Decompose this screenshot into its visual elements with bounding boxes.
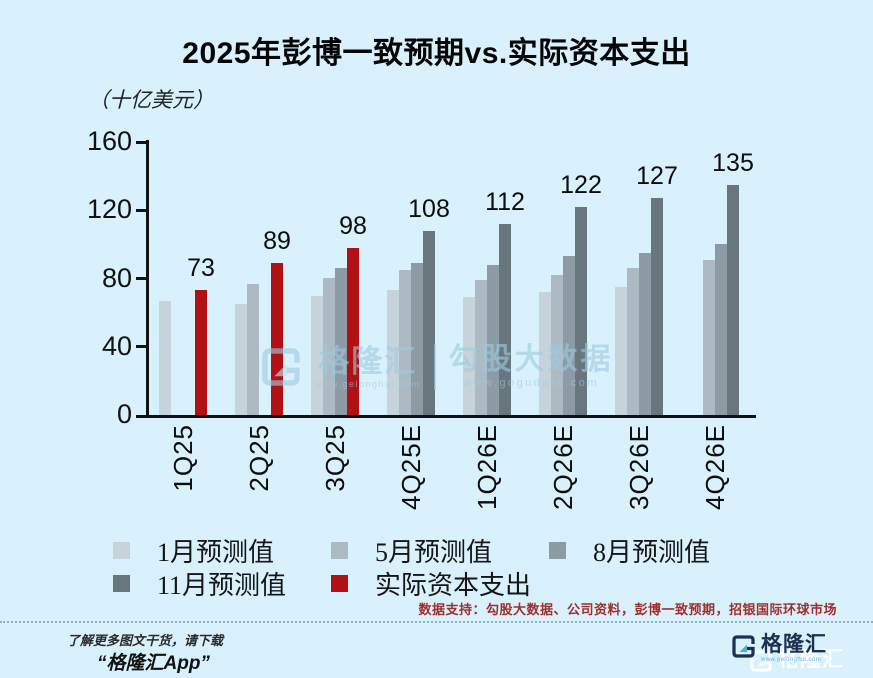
bar-1Q26E-3 (499, 224, 511, 415)
bar-value-label: 89 (263, 227, 291, 255)
brand-url: www.gelonghui.com (761, 657, 822, 663)
bar-3Q26E-2 (639, 253, 651, 415)
legend-label: 5月预测值 (375, 538, 493, 567)
bar-value-label: 108 (408, 195, 450, 223)
y-axis-label: 80 (101, 262, 132, 293)
footer-brand-logo: 格隆汇 格隆汇 www.gelonghui.com (731, 634, 861, 676)
x-axis-label: 4Q26E (700, 424, 730, 510)
y-axis-tick (136, 140, 147, 144)
gelonghui-logo-icon (750, 650, 772, 672)
y-axis-line (146, 140, 149, 418)
bar-1Q25-3 (195, 290, 207, 415)
bar-4Q26E-3 (727, 185, 739, 415)
y-axis-label: 160 (86, 126, 132, 156)
x-axis-label: 2Q26E (548, 424, 578, 510)
data-source-note: 数据支持：勾股大数据、公司资料，彭博一致预期，招银国际环球市场 (418, 602, 837, 617)
legend-label: 8月预测值 (593, 538, 711, 567)
brand-name: 格隆汇 (761, 633, 827, 656)
x-axis-label: 4Q25E (396, 424, 426, 510)
legend-item-3: 11月预测值 (113, 565, 331, 602)
bar-3Q25-2 (335, 268, 347, 415)
bar-value-label: 127 (636, 162, 678, 190)
bar-3Q26E-0 (615, 287, 627, 415)
bar-2Q25-1 (247, 284, 259, 415)
bar-value-label: 122 (560, 171, 602, 199)
x-axis-label: 1Q26E (472, 424, 502, 510)
bar-2Q26E-2 (563, 256, 575, 415)
bar-4Q25E-3 (423, 231, 435, 415)
y-axis-tick (136, 345, 147, 349)
bar-2Q26E-1 (551, 275, 563, 415)
y-axis-tick (136, 277, 147, 280)
x-axis-labels: 1Q25 2Q25 3Q25 4Q25E 1Q26E 2Q26E 3Q26E 4Q26E (149, 424, 755, 516)
bar-1Q26E-0 (463, 297, 475, 415)
bar-3Q26E-3 (651, 198, 663, 415)
y-axis-label: 0 (116, 399, 132, 429)
x-axis-label: 3Q25 (320, 424, 350, 492)
bar-2Q26E-3 (575, 207, 587, 415)
x-axis-label: 2Q25 (244, 424, 274, 492)
bar-2Q25-3 (271, 263, 283, 415)
bar-2Q26E-0 (539, 292, 551, 415)
bar-2Q25-0 (235, 304, 247, 415)
chart-legend: 1月预测值 5月预测值 8月预测值 11月预测值 实际资本支出 (113, 534, 793, 600)
legend-row: 11月预测值 实际资本支出 (113, 567, 793, 600)
footer-logo-main: 格隆汇 www.gelonghui.com (731, 634, 827, 663)
legend-item-0: 1月预测值 (113, 532, 331, 569)
legend-item-2: 8月预测值 (549, 532, 710, 569)
y-axis-unit-label: （十亿美元） (88, 88, 214, 112)
gelonghui-logo-icon (732, 635, 755, 658)
bar-4Q25E-2 (411, 263, 423, 415)
legend-label: 1月预测值 (157, 538, 275, 567)
bar-3Q26E-1 (627, 268, 639, 415)
bar-4Q26E-2 (715, 244, 727, 415)
legend-swatch (113, 542, 130, 559)
bar-3Q25-0 (311, 296, 323, 415)
y-axis-label: 120 (86, 194, 132, 225)
legend-row: 1月预测值 5月预测值 8月预测值 (113, 534, 793, 567)
bar-value-label: 135 (712, 149, 754, 177)
bar-1Q26E-2 (487, 265, 499, 415)
bar-value-label: 112 (485, 188, 525, 216)
bar-3Q25-1 (323, 278, 335, 415)
legend-swatch (113, 575, 130, 592)
bar-1Q26E-1 (475, 280, 487, 415)
y-axis-label: 40 (101, 330, 132, 361)
bar-4Q25E-0 (387, 290, 399, 415)
brand-name: 格隆汇 (778, 648, 844, 671)
legend-item-4: 实际资本支出 (331, 565, 531, 602)
footer-logo-watermark: 格隆汇 (749, 649, 844, 673)
bar-4Q26E-1 (703, 260, 715, 415)
legend-swatch (549, 542, 566, 559)
bar-1Q25-0 (159, 301, 171, 415)
legend-label: 实际资本支出 (375, 571, 532, 600)
bar-3Q25-3 (347, 248, 359, 415)
x-axis-line (136, 415, 756, 418)
footer-separator (0, 621, 873, 623)
y-axis-tick (136, 208, 147, 212)
bar-value-label: 98 (339, 212, 367, 240)
chart-title: 2025年彭博一致预期vs.实际资本支出 (182, 37, 691, 70)
footer-promo-text: 了解更多图文干货，请下载 (67, 633, 224, 648)
legend-item-1: 5月预测值 (331, 532, 549, 569)
x-axis-label: 1Q25 (168, 424, 198, 492)
bar-value-label: 73 (187, 254, 215, 282)
plot-area: 73 89 98 108 112 122 127 135 (149, 142, 755, 415)
legend-label: 11月预测值 (157, 571, 287, 600)
x-axis-label: 3Q26E (624, 424, 654, 510)
legend-swatch (331, 542, 348, 559)
legend-swatch (331, 575, 348, 592)
footer-app-name: “格隆汇App” (97, 653, 210, 674)
bar-4Q25E-1 (399, 270, 411, 415)
